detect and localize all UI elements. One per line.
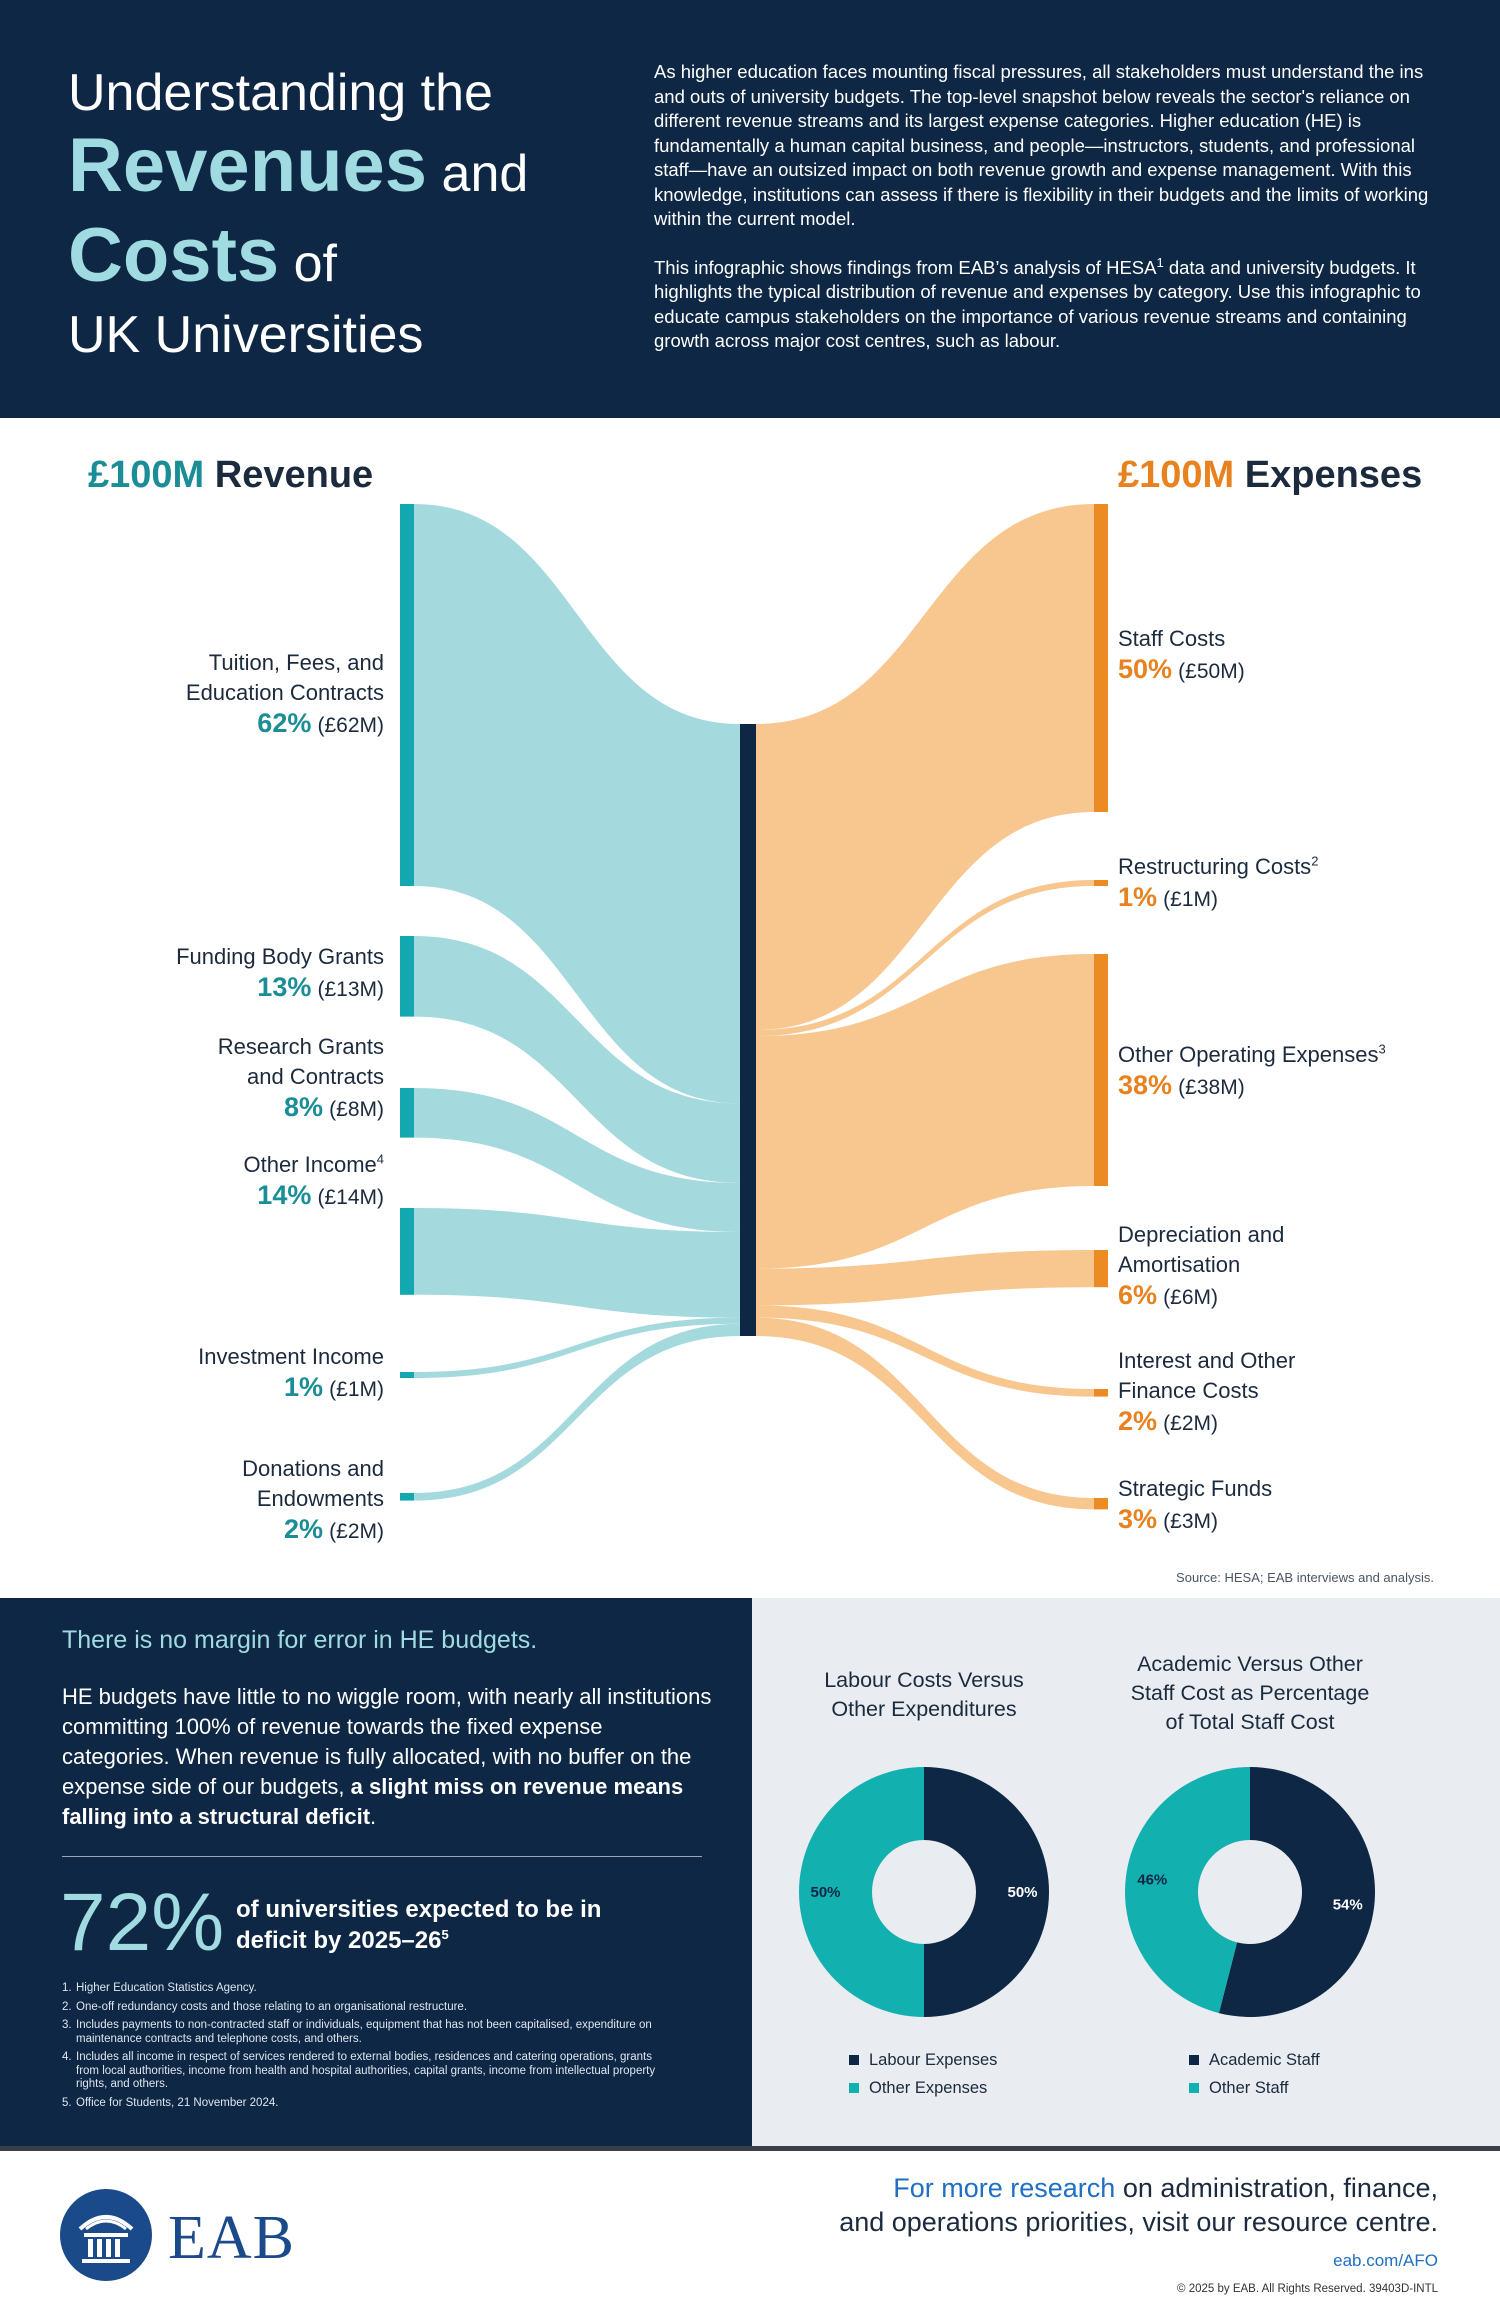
revenue-title-word: Revenue — [214, 454, 374, 496]
donut-slice-label: 46% — [1137, 1872, 1167, 1889]
expense-bar — [1094, 954, 1108, 1186]
donut-2-title: Academic Versus Other Staff Cost as Perc… — [1130, 1652, 1370, 1734]
footer-cta: For more research on administration, fin… — [839, 2173, 1438, 2237]
title-and: and — [441, 145, 529, 203]
footer-url-link[interactable]: eab.com/AFO — [1333, 2251, 1438, 2270]
footnote: 4. Includes all income in respect of serv… — [62, 2051, 656, 2090]
sankey-svg — [400, 504, 1108, 1510]
donut-1-title: Labour Costs Versus Other Expenditures — [824, 1668, 1024, 1721]
cta-link[interactable]: For more research — [893, 2173, 1116, 2203]
title-line-1: Understanding the — [68, 64, 493, 122]
expense-flow — [756, 880, 1094, 1037]
donut-1-legend: Labour Expenses Other Expenses — [849, 2046, 997, 2102]
expense-bar — [1094, 1250, 1108, 1288]
revenue-label-investment: Investment Income 1% (£1M) — [198, 1344, 384, 1402]
donut-slice — [799, 1767, 924, 2017]
margin-panel: There is no margin for error in HE budge… — [0, 1598, 752, 2146]
footnotes: 1. Higher Education Statistics Agency. 2.… — [62, 1982, 662, 2115]
deficit-stat-text: of universities expected to be in defici… — [236, 1896, 602, 1954]
revenue-bar — [400, 1372, 414, 1378]
revenue-label-tuition: Tuition, Fees, and Education Contracts 6… — [185, 650, 384, 738]
revenue-flow — [414, 504, 740, 1104]
donut-1-labour-vs-other: 50% 50% — [799, 1767, 1049, 2017]
expense-title-word: Expenses — [1244, 454, 1423, 496]
expense-bar — [1094, 504, 1108, 812]
expense-label-strategic: Strategic Funds 3% (£3M) — [1118, 1476, 1273, 1534]
footnote: 2. One-off redundancy costs and those rel… — [62, 2000, 468, 2013]
legend-item: Other Staff — [1189, 2074, 1320, 2102]
expense-flow — [756, 504, 1094, 1030]
legend-item: Academic Staff — [1189, 2046, 1320, 2074]
donut-slice-label: 50% — [1007, 1884, 1037, 1901]
header-banner: Understanding the Revenues and Costs of … — [0, 0, 1500, 418]
footer: EAB For more research on administration,… — [0, 2146, 1500, 2318]
eab-logo-icon[interactable] — [60, 2189, 152, 2281]
page-title: Understanding the Revenues and Costs of … — [68, 62, 588, 366]
donut-slice — [924, 1767, 1049, 2017]
margin-heading: There is no margin for error in HE budge… — [62, 1626, 538, 1654]
footnote: 1. Higher Education Statistics Agency. — [62, 1982, 257, 1994]
donut-2-academic-vs-other: 54% 46% — [1124, 1767, 1375, 2017]
expense-title-amount: £100M — [1118, 454, 1235, 496]
revenue-flow — [414, 936, 740, 1183]
expense-bar — [1094, 1389, 1108, 1397]
expense-label-other-operating: Other Operating Expenses3 38% (£38M) — [1118, 1041, 1386, 1100]
revenue-label-funding-body: Funding Body Grants 13% (£13M) — [176, 944, 384, 1002]
title-of: of — [293, 235, 337, 293]
donut-slice — [1218, 1767, 1375, 2017]
expense-label-staff: Staff Costs 50% (£50M) — [1118, 626, 1245, 684]
source-note: Source: HESA; EAB interviews and analysi… — [1176, 1570, 1434, 1585]
copyright: © 2025 by EAB. All Rights Reserved. 3940… — [1177, 2283, 1438, 2295]
donut-panel: Labour Costs Versus Other Expenditures A… — [752, 1598, 1500, 2146]
divider — [62, 1856, 702, 1857]
expense-bar — [1094, 880, 1108, 886]
revenue-label-research: Research Grants and Contracts 8% (£8M) — [217, 1034, 384, 1122]
intro-text: As higher education faces mounting fisca… — [654, 60, 1434, 354]
donut-slice — [1124, 1767, 1250, 2014]
expense-label-interest: Interest and Other Finance Costs 2% (£2M… — [1118, 1348, 1296, 1436]
revenue-label-other-income: Other Income4 14% (£14M) — [243, 1151, 384, 1210]
revenue-flow — [414, 1088, 740, 1232]
expense-flow — [756, 1250, 1094, 1306]
legend-swatch — [849, 2083, 859, 2093]
legend-item: Other Expenses — [849, 2074, 997, 2102]
margin-body: HE budgets have little to no wiggle room… — [62, 1684, 712, 1829]
title-line-4: UK Universities — [68, 306, 424, 364]
revenue-bar — [400, 504, 414, 886]
donut-slice-label: 50% — [810, 1884, 840, 1901]
title-costs: Costs — [68, 213, 280, 298]
legend-item: Labour Expenses — [849, 2046, 997, 2074]
donut-2-legend: Academic Staff Other Staff — [1189, 2046, 1320, 2102]
intro-paragraph-2: This infographic shows findings from EAB… — [654, 254, 1421, 351]
expense-flow — [756, 1317, 1094, 1510]
footnote: 5. Office for Students, 21 November 2024. — [62, 2096, 279, 2109]
revenue-title-amount: £100M — [88, 454, 205, 496]
revenue-title: £100M Revenue — [88, 454, 373, 497]
legend-swatch — [849, 2055, 859, 2065]
revenue-bar — [400, 1208, 414, 1295]
revenue-bar — [400, 936, 414, 1017]
donut-slice-label: 54% — [1333, 1896, 1363, 1913]
intro-paragraph-1: As higher education faces mounting fisca… — [654, 61, 1429, 229]
eab-wordmark[interactable]: EAB — [168, 2204, 295, 2272]
legend-swatch — [1189, 2055, 1199, 2065]
revenue-label-donations: Donations and Endowments 2% (£2M) — [242, 1456, 384, 1544]
legend-swatch — [1189, 2083, 1199, 2093]
expense-label-restructuring: Restructuring Costs2 1% (£1M) — [1118, 853, 1319, 912]
deficit-stat: 72% — [60, 1877, 225, 1968]
revenue-flow — [414, 1323, 740, 1501]
revenue-bar — [400, 1088, 414, 1138]
expense-flow — [756, 954, 1094, 1269]
expense-bar — [1094, 1498, 1108, 1510]
center-total-bar — [740, 724, 756, 1336]
expense-flow — [756, 1305, 1094, 1397]
footnote: 3. Includes payments to non-contracted st… — [62, 2019, 652, 2045]
title-revenues: Revenues — [68, 123, 428, 208]
expense-label-depreciation: Depreciation and Amortisation 6% (£6M) — [1118, 1222, 1285, 1310]
revenue-flow — [414, 1317, 740, 1378]
sankey-chart: £100M Revenue £100M Expenses Tuition, Fe… — [0, 418, 1500, 1598]
expense-title: £100M Expenses — [1118, 454, 1422, 497]
revenue-flow — [414, 1208, 740, 1318]
revenue-bar — [400, 1493, 414, 1501]
